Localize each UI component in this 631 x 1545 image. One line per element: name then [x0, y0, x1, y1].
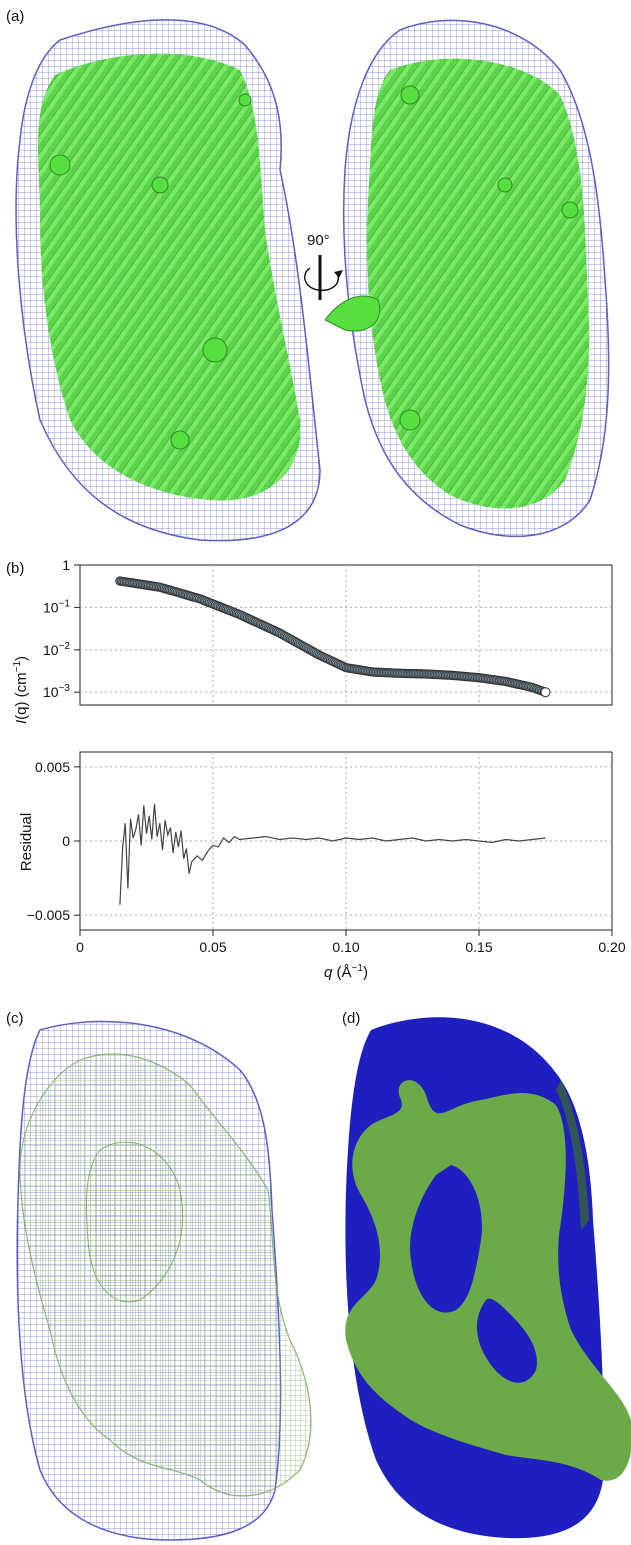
- residual-y-tick-label-0: 0.005: [35, 759, 70, 775]
- residual-x-ticks: 0 0.05 0.10 0.15 0.20: [76, 930, 626, 955]
- panel-d-solid-model-image: [345, 1017, 631, 1539]
- panel-b-saxs-chart: 1 10−1 10−2 10−3 I(q) (cm−1) 0.005 0 −0.005 0…: [12, 557, 626, 981]
- residual-grid: [80, 752, 612, 930]
- rotation-arrow-icon: [304, 255, 343, 300]
- solid-model-d: [345, 1080, 631, 1481]
- intensity-y-ticks: 1 10−1 10−2 10−3: [43, 557, 80, 700]
- intensity-y-tick-label-2: 10−2: [43, 641, 70, 658]
- rotation-label: 90°: [307, 232, 330, 249]
- panel-label-b: (b): [6, 560, 25, 577]
- model-mesh-c: [19, 1053, 312, 1497]
- residual-x-tick-label-0: 0: [76, 939, 84, 955]
- residual-x-tick-label-1: 0.05: [199, 939, 226, 955]
- residual-y-tick-label-1: 0: [62, 833, 70, 849]
- intensity-y-axis-label: I(q) (cm−1): [12, 656, 30, 724]
- intensity-point-last: [540, 687, 551, 698]
- panel-c-mesh-overlay-image: [16, 1020, 312, 1541]
- residual-x-tick-label-2: 0.10: [332, 939, 359, 955]
- residual-y-axis-label: Residual: [18, 813, 35, 871]
- panel-label-c: (c): [6, 1010, 24, 1027]
- residual-x-axis-label: q (Å−1): [324, 963, 368, 981]
- residual-x-tick-label-3: 0.15: [465, 939, 492, 955]
- protein-ribbon-right: [324, 58, 590, 509]
- intensity-data-points: [115, 576, 551, 698]
- residual-line: [119, 803, 546, 905]
- panel-a-structure-image: [15, 19, 610, 542]
- intensity-y-tick-label-1: 10−1: [43, 598, 70, 615]
- residual-y-tick-label-2: −0.005: [27, 907, 70, 923]
- residual-y-ticks: 0.005 0 −0.005: [27, 759, 80, 923]
- intensity-y-tick-label-3: 10−3: [43, 683, 70, 700]
- intensity-y-tick-label-0: 1: [62, 557, 70, 573]
- residual-x-tick-label-4: 0.20: [598, 939, 625, 955]
- panel-label-a: (a): [6, 8, 25, 25]
- protein-ribbon-left: [38, 53, 301, 501]
- panel-label-d: (d): [342, 1010, 361, 1027]
